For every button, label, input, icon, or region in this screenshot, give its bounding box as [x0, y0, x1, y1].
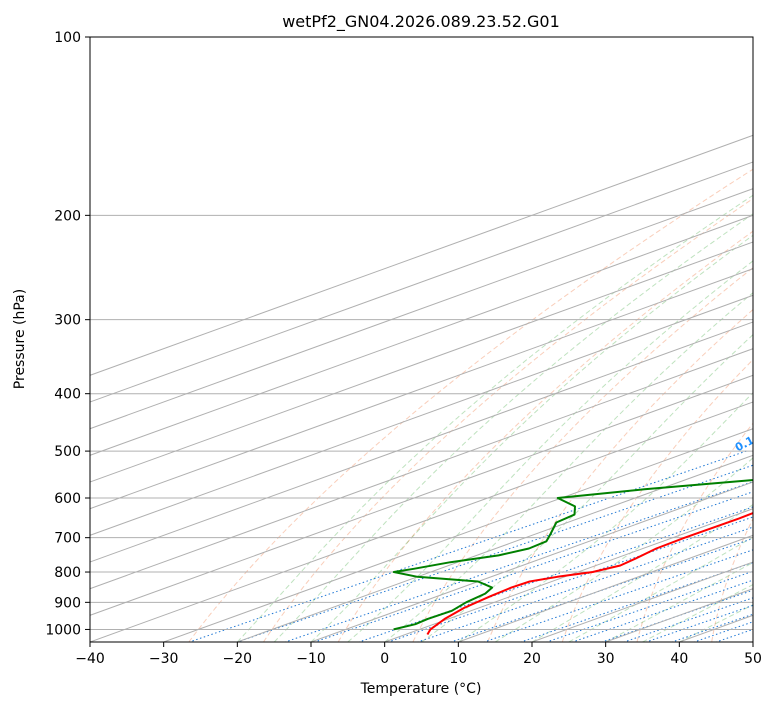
y-tick-label: 800 — [54, 565, 81, 581]
isotherm-line — [310, 481, 753, 642]
x-axis: −40 −30 −20 −10 0 10 20 30 40 50 — [75, 642, 762, 667]
x-tick-label: 30 — [597, 651, 615, 667]
isotherm-line — [237, 454, 753, 642]
x-tick-label: −30 — [149, 651, 179, 667]
moist-adiabat — [531, 503, 753, 642]
moist-adiabat — [347, 260, 753, 642]
isotherm-line — [90, 321, 753, 563]
moist-adiabat — [605, 561, 753, 642]
isotherm-line — [90, 134, 753, 376]
temperature-series-line — [426, 512, 753, 636]
isotherm-line — [90, 401, 753, 642]
y-tick-label: 700 — [54, 531, 81, 547]
isotherm-line — [163, 428, 753, 642]
moist-adiabat — [458, 391, 753, 642]
x-tick-label: 20 — [523, 651, 541, 667]
isobar-grid — [90, 37, 753, 630]
x-axis-label: Temperature (°C) — [360, 681, 482, 697]
x-tick-label: 50 — [744, 651, 762, 667]
dry-adiabat — [337, 230, 753, 642]
isotherm-line — [90, 188, 753, 430]
dewpoint-series-line — [392, 479, 753, 631]
x-tick-label: −10 — [296, 651, 326, 667]
isotherm-line — [90, 348, 753, 590]
y-tick-label: 1000 — [45, 622, 81, 638]
moist-adiabat — [273, 213, 753, 642]
y-tick-label: 400 — [54, 387, 81, 403]
x-tick-label: 0 — [380, 651, 389, 667]
x-tick-label: −40 — [75, 651, 105, 667]
isotherm-line — [90, 294, 753, 536]
sounding-series — [392, 479, 753, 636]
isotherm-line — [90, 241, 753, 483]
y-axis-label: Pressure (hPa) — [12, 289, 28, 389]
y-tick-label: 600 — [54, 491, 81, 507]
y-axis: 1000 900 800 700 600 500 400 300 200 100 — [45, 30, 90, 638]
y-tick-label: 900 — [54, 595, 81, 611]
isotherm-line — [90, 374, 753, 616]
isotherm-line — [90, 161, 753, 403]
y-tick-label: 200 — [54, 208, 81, 224]
plot-area: -100-90-80-70-60-50-40-30-20-10010203040… — [90, 37, 753, 642]
chart-title: wetPf2_GN04.2026.089.23.52.G01 — [282, 12, 560, 32]
y-tick-label: 500 — [54, 444, 81, 460]
moist-adiabat — [384, 292, 753, 642]
isotherm-line — [90, 214, 753, 456]
x-tick-label: −20 — [223, 651, 253, 667]
plot-frame — [89, 36, 754, 643]
y-tick-label: 100 — [54, 30, 81, 46]
isotherm-line — [384, 508, 753, 642]
isotherm-lines — [90, 134, 753, 642]
isotherm-line — [90, 268, 753, 510]
dry-adiabat — [636, 422, 753, 642]
moist-adiabat — [236, 194, 753, 642]
x-tick-label: 10 — [449, 651, 467, 667]
isotherm-line — [458, 534, 753, 642]
x-tick-label: 40 — [670, 651, 688, 667]
dry-adiabat — [188, 168, 753, 642]
dry-adiabat — [263, 198, 753, 642]
y-tick-label: 300 — [54, 313, 81, 329]
